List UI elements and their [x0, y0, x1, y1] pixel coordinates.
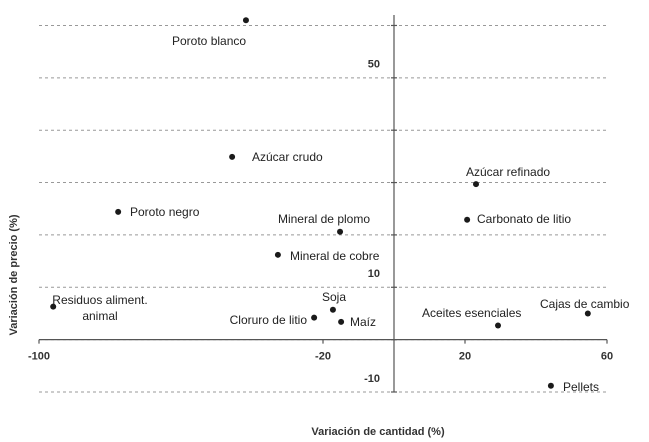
y-tick-label: -10 [364, 373, 380, 385]
y-axis-title: Variación de precio (%) [8, 214, 20, 335]
point [473, 181, 480, 188]
point [242, 17, 249, 24]
point-label: Soja [322, 290, 347, 304]
point [547, 382, 554, 389]
point-label: Poroto negro [130, 205, 200, 219]
y-tick-label: 50 [368, 59, 380, 71]
point [311, 314, 318, 321]
x-tick-label: 60 [601, 351, 613, 363]
x-tick-label: -20 [315, 351, 331, 363]
point-label: Aceites esenciales [422, 306, 522, 320]
point [464, 216, 471, 223]
point-label: Pellets [563, 380, 600, 394]
point [274, 251, 281, 258]
point-label: Azúcar crudo [252, 150, 323, 164]
point-label: Cajas de cambio [540, 297, 630, 311]
point-label: Azúcar refinado [466, 165, 551, 179]
x-axis-title: Variación de cantidad (%) [311, 426, 445, 438]
point [338, 318, 345, 325]
point-label: Carbonato de litio [477, 212, 572, 226]
point-label: Mineral de plomo [277, 212, 370, 226]
x-tick-label: -100 [28, 351, 50, 363]
point-label: Cloruro de litio [229, 313, 307, 327]
y-tick-label: 10 [368, 268, 380, 280]
point [584, 310, 591, 317]
point [50, 303, 57, 310]
point-label: Poroto blanco [172, 34, 247, 48]
point [229, 153, 236, 160]
point-label: Residuos aliment. animal [52, 293, 148, 323]
point [337, 228, 344, 235]
x-tick-label: 20 [459, 351, 471, 363]
point-label: Mineral de cobre [290, 249, 380, 263]
point-label: Maíz [350, 315, 377, 329]
point [329, 306, 336, 313]
point [495, 322, 502, 329]
point [115, 208, 122, 215]
